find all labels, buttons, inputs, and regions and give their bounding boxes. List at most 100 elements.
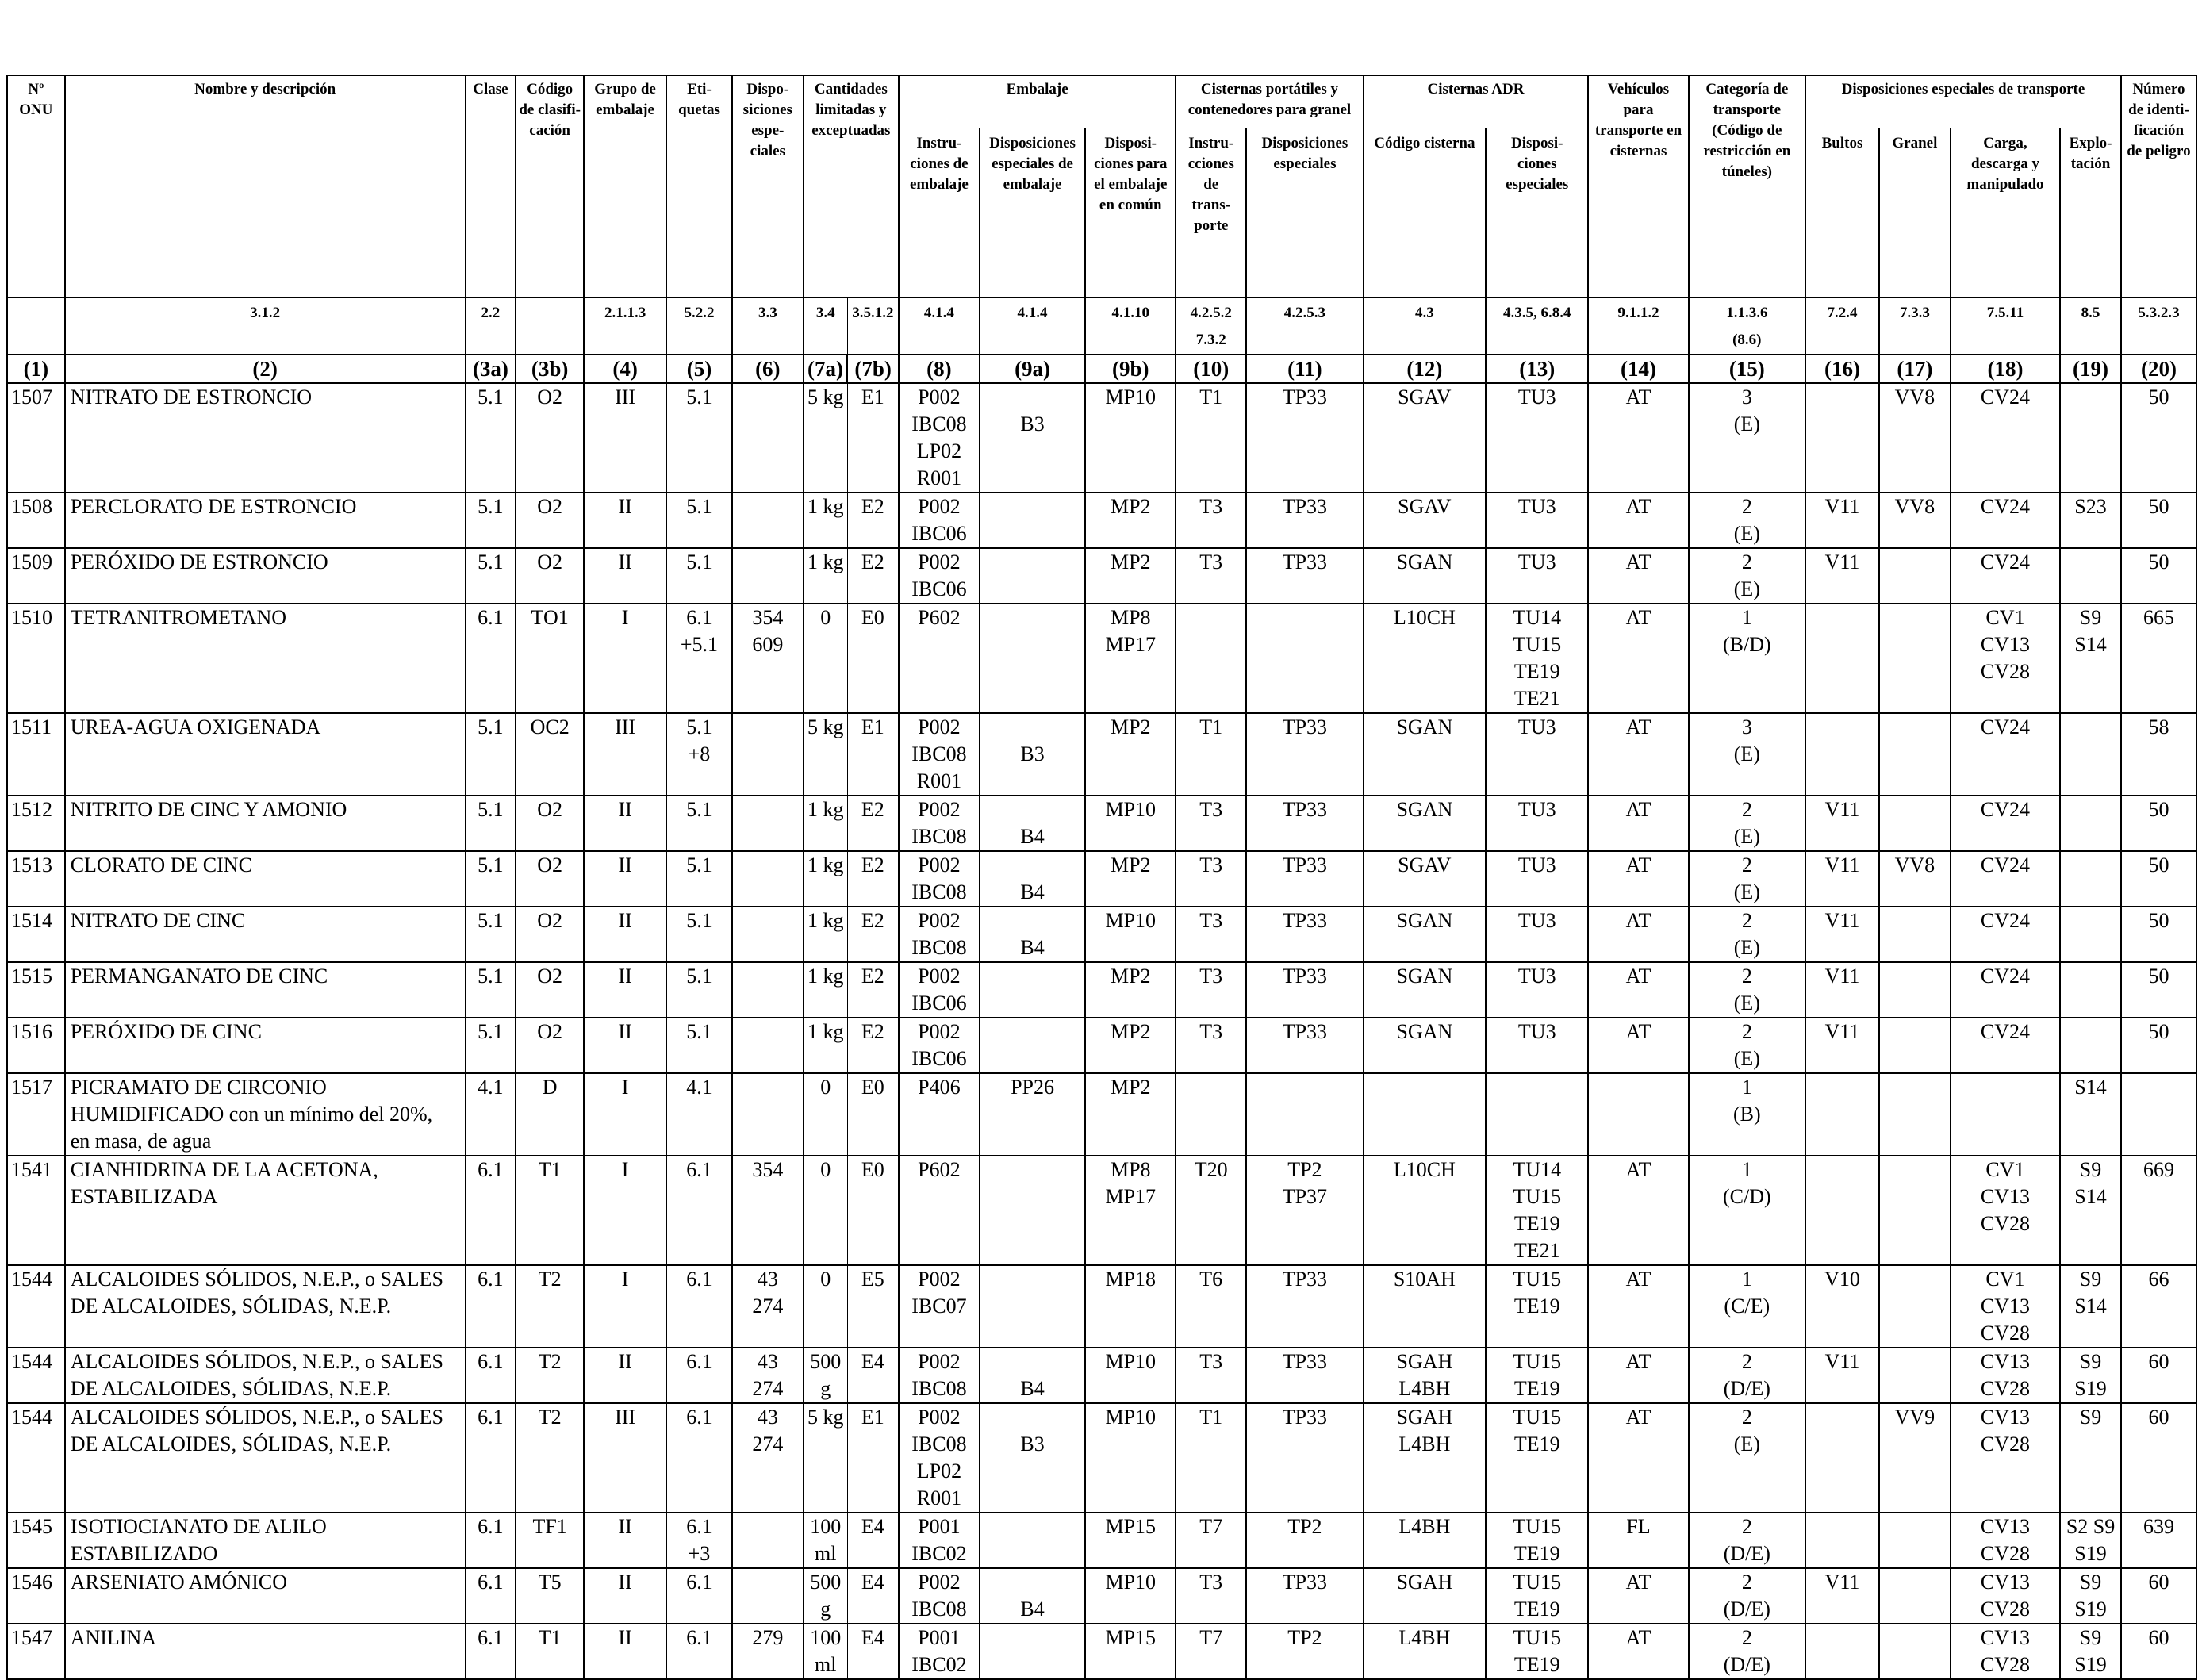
cell-c4: II <box>583 1347 668 1404</box>
cell-c7a: 500 g <box>802 1347 848 1404</box>
cell-c11: TP33 <box>1245 906 1364 963</box>
cell-c3a: 4.1 <box>464 1072 517 1156</box>
cell-c10: T3 <box>1175 961 1248 1018</box>
cell-c1: 1544 <box>6 1264 66 1348</box>
header-embalaje-instrucciones: Instru- ciones de embalaje <box>897 128 980 298</box>
cell-c17 <box>1878 1017 1951 1074</box>
cell-c11 <box>1245 603 1364 714</box>
cell-c20 <box>2120 1072 2198 1156</box>
cell-c3a: 6.1 <box>464 603 517 714</box>
cell-c15: 2 (D/E) <box>1687 1567 1807 1624</box>
cell-c11: TP2 TP37 <box>1245 1155 1364 1266</box>
cell-c9b: MP2 <box>1084 850 1177 907</box>
cell-c9b: MP2 <box>1084 712 1177 796</box>
cell-c20: 50 <box>2120 547 2198 604</box>
cell-c14: AT <box>1587 382 1690 493</box>
cell-c3b: O2 <box>515 795 585 852</box>
cell-c3a: 6.1 <box>464 1512 517 1569</box>
cell-c4: II <box>583 795 668 852</box>
cell-c3b: O2 <box>515 906 585 963</box>
cell-c12: SGAV <box>1362 850 1487 907</box>
cell-c11: TP33 <box>1245 1017 1364 1074</box>
cell-c6 <box>731 712 804 796</box>
dangerous-goods-table: Nº ONU Nombre y descripción Clase Código… <box>6 74 2198 1680</box>
cell-c15: 1 (C/E) <box>1687 1264 1807 1348</box>
cell-c18: CV24 <box>1949 492 2062 549</box>
cell-c9a: B4 <box>978 906 1087 963</box>
cell-c7a: 100 ml <box>802 1623 848 1680</box>
cell-c17 <box>1878 603 1951 714</box>
cell-c18: CV13 CV28 <box>1949 1567 2062 1624</box>
cell-c17 <box>1878 1347 1951 1404</box>
cell-c3b: OC2 <box>515 712 585 796</box>
col-number: (9a) <box>978 354 1087 384</box>
cell-c2: CLORATO DE CINC <box>63 850 466 907</box>
cell-c6 <box>731 1512 804 1569</box>
cell-c14: AT <box>1587 1017 1690 1074</box>
cell-c13: TU3 <box>1485 850 1590 907</box>
header-adr-disposiciones: Disposi- ciones especiales <box>1485 128 1590 298</box>
cell-c16: V11 <box>1805 1347 1880 1404</box>
cell-c9a <box>978 1512 1087 1569</box>
cell-c16 <box>1805 1512 1880 1569</box>
cell-c9a <box>978 961 1087 1018</box>
cell-c15: 1 (B/D) <box>1687 603 1807 714</box>
header-grupo: Grupo de embalaje <box>583 75 668 298</box>
cell-c9a <box>978 603 1087 714</box>
cell-c16 <box>1805 1155 1880 1266</box>
cell-c3a: 6.1 <box>464 1155 517 1266</box>
cell-c13: TU14 TU15 TE19 TE21 <box>1485 1155 1590 1266</box>
cell-c15: 2 (E) <box>1687 547 1807 604</box>
cell-c13: TU14 TU15 TE19 TE21 <box>1485 603 1590 714</box>
cell-c10: T7 <box>1175 1623 1248 1680</box>
cell-c2: NITRATO DE ESTRONCIO <box>63 382 466 493</box>
table-row: 1513 CLORATO DE CINC 5.1 O2 II 5.1 1 kg E2 P002 … <box>6 850 2198 907</box>
cell-c7a: 0 <box>802 1264 848 1348</box>
cell-c4: I <box>583 603 668 714</box>
cell-c2: ANILINA <box>63 1623 466 1680</box>
cell-c1: 1547 <box>6 1623 66 1680</box>
header-categoria: Categoría de transporte (Código de restr… <box>1687 75 1807 298</box>
cell-c9b: MP10 <box>1084 382 1177 493</box>
cell-c18: CV24 <box>1949 382 2062 493</box>
cell-c18 <box>1949 1072 2062 1156</box>
cell-c1: 1517 <box>6 1072 66 1156</box>
cell-c12: SGAV <box>1362 382 1487 493</box>
cell-c3a: 6.1 <box>464 1264 517 1348</box>
cell-c13: TU15 TE19 <box>1485 1264 1590 1348</box>
cell-c17: VV9 <box>1878 1402 1951 1513</box>
cell-c2: ALCALOIDES SÓLIDOS, N.E.P., o SALES DE A… <box>63 1402 466 1513</box>
cell-c16 <box>1805 382 1880 493</box>
cell-c1: 1544 <box>6 1402 66 1513</box>
cell-c19 <box>2059 1017 2122 1074</box>
cell-c18: CV13 CV28 <box>1949 1623 2062 1680</box>
cell-c6 <box>731 906 804 963</box>
cell-c10: T3 <box>1175 1347 1248 1404</box>
cell-c14: AT <box>1587 603 1690 714</box>
cell-c8: P001 IBC02 <box>897 1512 980 1569</box>
cell-c6: 354 <box>731 1155 804 1266</box>
cell-c9a <box>978 1264 1087 1348</box>
col-number: (10) <box>1175 354 1248 384</box>
cell-c5: 5.1 <box>666 850 733 907</box>
cell-c15: 2 (E) <box>1687 795 1807 852</box>
ref-7a: 3.4 <box>802 297 848 355</box>
cell-c9b: MP10 <box>1084 795 1177 852</box>
cell-c5: 5.1 <box>666 795 733 852</box>
cell-c9a <box>978 1017 1087 1074</box>
cell-c6 <box>731 492 804 549</box>
cell-c14: AT <box>1587 1402 1690 1513</box>
cell-c4: II <box>583 1017 668 1074</box>
cell-c17: VV8 <box>1878 382 1951 493</box>
cell-c9b: MP8 MP17 <box>1084 603 1177 714</box>
cell-c13: TU3 <box>1485 906 1590 963</box>
table-row: 1541 CIANHIDRINA DE LA ACETONA, ESTABILIZ… <box>6 1155 2198 1266</box>
col-number: (11) <box>1245 354 1364 384</box>
cell-c12: L4BH <box>1362 1512 1487 1569</box>
cell-c9b: MP15 <box>1084 1512 1177 1569</box>
cell-c7b: E2 <box>846 850 900 907</box>
col-number: (6) <box>731 354 804 384</box>
cell-c11: TP33 <box>1245 961 1364 1018</box>
cell-c6 <box>731 547 804 604</box>
cell-c3a: 5.1 <box>464 1017 517 1074</box>
